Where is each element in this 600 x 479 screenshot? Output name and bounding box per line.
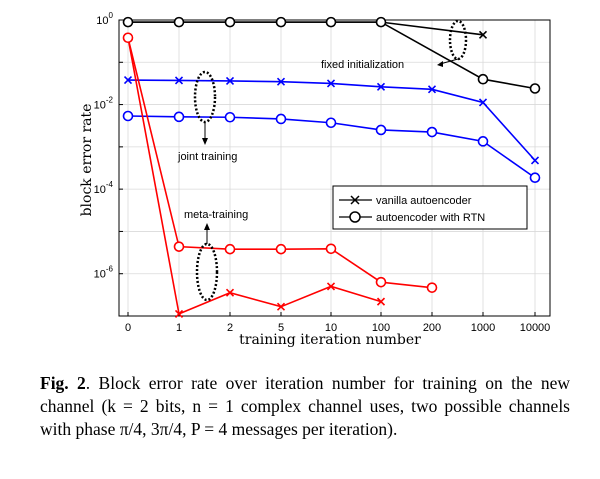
data-point-x [123,75,133,85]
data-point-circle [325,243,337,255]
data-point-x [530,156,540,165]
data-point-x [276,302,286,311]
data-point-circle [529,172,541,184]
fixed-initialization-label: fixed initialization [321,59,404,71]
x-tick-label: 0 [125,322,131,334]
data-point-circle [224,243,236,255]
data-point-circle [224,16,236,28]
y-tick-label: 10-2 [94,96,114,112]
data-point-x [427,85,437,94]
data-point-circle [426,126,438,138]
x-tick-label: 1 [176,322,182,334]
series-joint-rtn [122,110,541,184]
meta-training-ellipse [195,242,219,302]
series-layer [122,16,541,318]
legend-label-vanilla: vanilla autoencoder [376,195,472,207]
data-point-circle [122,32,134,44]
y-axis-label: block error rate [79,104,95,217]
series-meta-vanilla [123,33,386,318]
data-point-circle [529,83,541,94]
joint-training-ellipse [193,70,217,124]
data-point-x [225,76,235,85]
y-tick-label: 10-4 [94,180,114,196]
data-point-x [376,82,386,91]
joint-training-arrowhead [202,138,208,145]
data-point-x [326,79,336,88]
legend-marker-x [350,195,360,205]
data-point-circle [325,117,337,129]
x-tick-label: 200 [423,322,441,334]
series-line [128,21,536,90]
x-tick-label: 10 [325,322,337,334]
data-point-circle [275,16,287,28]
data-point-circle [224,111,236,123]
block-error-rate-chart: 0 1 2 5 10 100 200 1000 10000 100 10-2 10-4 10-6 fix… [79,11,551,348]
data-point-circle [173,111,185,123]
x-tick-label: 10000 [520,322,551,334]
data-point-circle [375,276,387,288]
legend-box [332,185,528,230]
data-point-circle [173,16,185,28]
data-point-circle [275,243,287,255]
data-point-x [225,288,235,297]
data-point-circle [122,110,134,122]
joint-training-annotation: joint training [177,70,237,163]
fixed-initialization-ellipse [448,19,468,61]
data-point-circle [173,241,185,252]
series-fixed-rtn [122,16,541,94]
legend: vanilla autoencoder autoencoder with RTN [332,185,528,230]
data-point-x [376,297,386,306]
data-point-x [174,76,184,85]
joint-training-label: joint training [177,151,237,163]
data-point-circle [375,16,387,28]
data-point-circle [275,113,287,125]
data-point-circle [477,136,489,147]
meta-training-arrowhead [204,223,210,230]
data-point-circle [426,282,438,293]
series-line [127,37,382,316]
meta-training-label: meta-training [184,209,248,221]
meta-training-annotation: meta-training [184,209,248,302]
fixed-initialization-arrowhead [437,61,443,67]
figure-caption-label: Fig. 2 [40,373,86,393]
data-point-x [276,77,286,86]
figure-caption: Fig. 2. Block error rate over iteration … [40,372,570,441]
grid-lines [119,20,550,316]
axis-ticks: 0 1 2 5 10 100 200 1000 10000 100 10-2 10-4 10-6 [94,11,551,334]
legend-label-rtn: autoencoder with RTN [376,212,485,224]
data-point-circle [122,16,134,28]
data-point-x [478,98,488,107]
x-tick-label: 100 [372,322,390,334]
x-tick-label: 5 [278,322,284,334]
data-point-circle [375,124,387,136]
data-point-x [174,309,184,318]
y-tick-label: 10-6 [94,265,114,281]
figure-caption-text: . Block error rate over iteration number… [40,373,570,439]
data-point-circle [477,73,489,85]
legend-marker-circle [349,211,361,223]
fixed-initialization-annotation: fixed initialization [321,19,468,71]
x-tick-label: 1000 [471,322,495,334]
data-point-x [478,30,488,39]
x-tick-label: 2 [227,322,233,334]
y-tick-label: 100 [96,11,113,27]
data-point-x [326,282,336,291]
series-meta-rtn [122,32,438,293]
data-point-circle [325,16,337,28]
x-axis-label: training iteration number [239,332,421,348]
series-joint-vanilla [123,75,540,165]
